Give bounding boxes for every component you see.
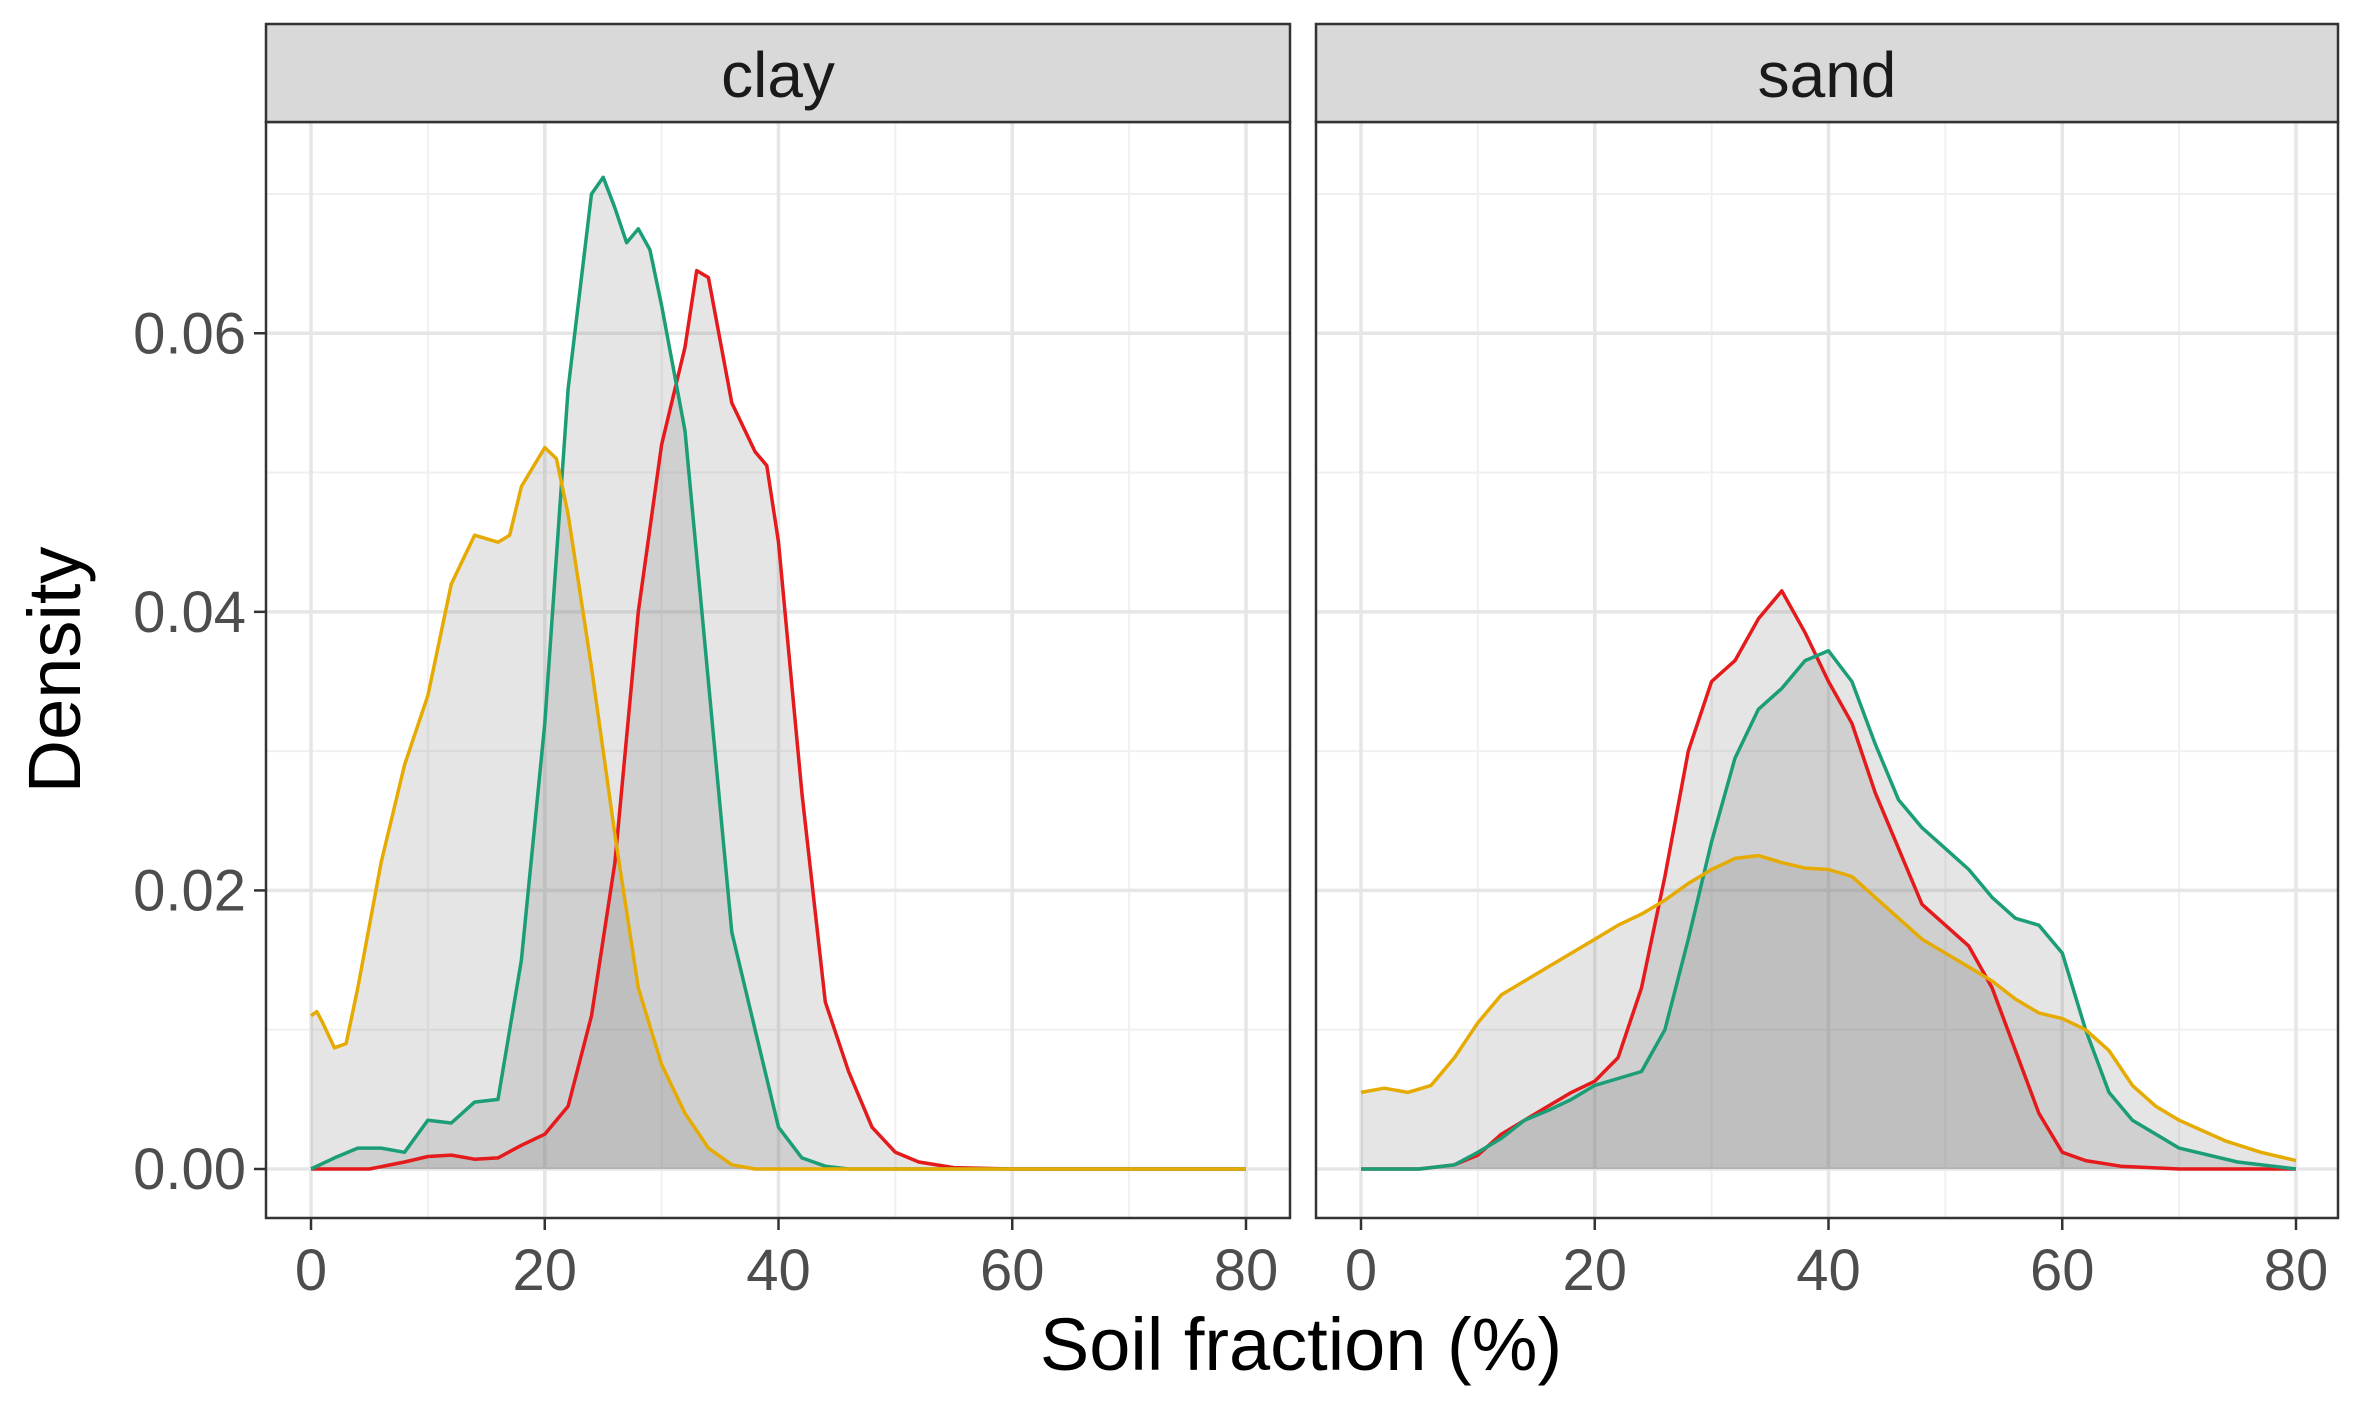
density-line-1	[311, 268, 1246, 1171]
x-tick-label: 20	[512, 1238, 577, 1303]
x-tick-label: 0	[295, 1238, 327, 1303]
density-layer	[1360, 589, 2297, 1171]
density-fill-1	[1361, 590, 2296, 1169]
density-line-2	[310, 175, 1246, 1171]
x-tick-label: 60	[2030, 1238, 2095, 1303]
strip-background	[1314, 22, 2340, 124]
density-fill-1	[311, 270, 1246, 1170]
x-tick-label: 0	[1345, 1238, 1377, 1303]
y-tick-label: 0.02	[133, 858, 246, 923]
y-axis-title: Density	[13, 547, 96, 794]
density-line-3	[309, 445, 1246, 1171]
density-line-3	[1360, 853, 2297, 1163]
x-axis-title: Soil fraction (%)	[1040, 1303, 1562, 1386]
strip-label: sand	[1758, 39, 1897, 111]
strip-background	[264, 22, 1292, 124]
y-tick-label: 0.00	[133, 1137, 246, 1202]
x-tick-label: 40	[1796, 1238, 1861, 1303]
panel-clay: clay 0 20 40 60 80 0.00 0.02 0.04 0.06	[133, 22, 1292, 1303]
y-tick-label: 0.06	[133, 301, 246, 366]
panels-layer: clay 0 20 40 60 80 0.00 0.02 0.04 0.06 sand 0 20 40 60…	[133, 22, 2340, 1303]
x-tick-label: 40	[746, 1238, 811, 1303]
x-tick-label: 80	[1214, 1238, 1279, 1303]
density-fill-3	[1361, 855, 2296, 1169]
density-line-2	[1361, 649, 2297, 1171]
x-tick-label: 20	[1562, 1238, 1627, 1303]
density-fill-2	[311, 177, 1246, 1170]
x-tick-label: 60	[980, 1238, 1045, 1303]
panel-sand: sand 0 20 40 60 80	[1314, 22, 2340, 1303]
density-fill-2	[1361, 650, 2296, 1169]
x-tick-label: 80	[2264, 1238, 2329, 1303]
y-tick-label: 0.04	[133, 580, 246, 645]
density-layer	[309, 175, 1246, 1171]
density-fill-3	[311, 447, 1246, 1169]
strip-label: clay	[721, 39, 835, 111]
